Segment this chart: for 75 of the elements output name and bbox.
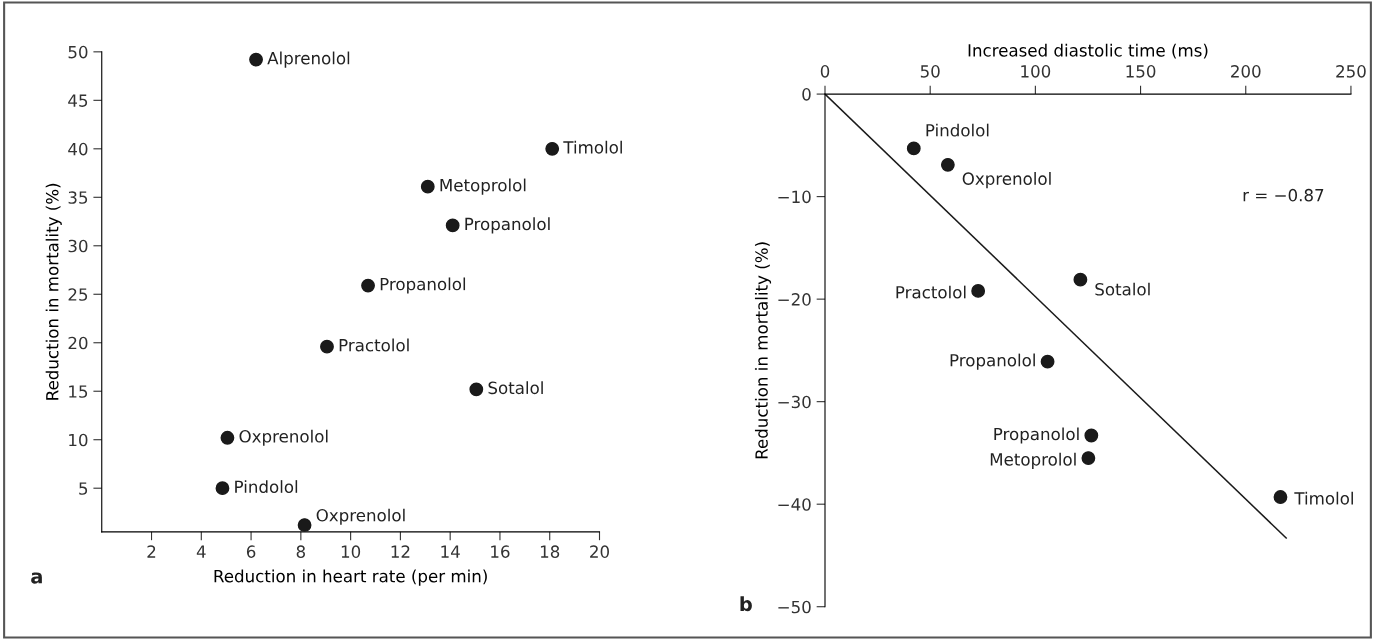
annotation: Timolol <box>1294 491 1353 505</box>
point <box>420 179 435 194</box>
annotation: Propanolol <box>465 217 550 234</box>
x-tick-label: 250 <box>1336 65 1366 78</box>
y-tick-label: 25 <box>68 288 88 301</box>
annotation: Oxprenolol <box>962 172 1051 189</box>
annotation: Propanolol <box>950 353 1035 370</box>
y-axis-title: Reduction in mortality (%) <box>45 183 62 400</box>
y-tick-label: −10 <box>778 190 811 204</box>
x-tick-label: 18 <box>540 545 560 558</box>
y-tick-label: 40 <box>68 142 88 156</box>
point <box>320 339 334 354</box>
x-tick-label: 10 <box>341 545 361 558</box>
annotation: Propanolol <box>380 277 466 294</box>
annotation: Metoprolol <box>440 178 526 195</box>
x-tick-label: 12 <box>391 545 410 558</box>
y-tick-label: 10 <box>69 433 88 447</box>
point <box>1073 272 1088 287</box>
x-axis-title: Increased diastolic time (ms) <box>968 43 1208 59</box>
x-tick-label: 8 <box>296 545 306 558</box>
point <box>545 141 560 156</box>
y-tick-label: 50 <box>68 45 88 59</box>
annotation: Practolol <box>339 338 409 352</box>
point <box>220 430 235 445</box>
point <box>1273 490 1288 504</box>
x-tick-label: 100 <box>1021 65 1051 78</box>
annotation: Oxprenolol <box>316 508 405 525</box>
point <box>297 518 312 532</box>
text: a <box>31 572 42 584</box>
annotation: Propanolol <box>994 427 1079 444</box>
y-tick-label: 5 <box>79 482 88 495</box>
point <box>361 278 375 293</box>
y-tick-label: 20 <box>68 336 88 350</box>
annotation: Pindolol <box>926 123 989 137</box>
x-tick-label: 6 <box>246 545 256 558</box>
annotation: Sotalol <box>1095 282 1150 296</box>
y-tick-label: 45 <box>68 94 88 107</box>
y-tick-label: 35 <box>68 191 88 204</box>
x-tick-label: 200 <box>1231 65 1261 78</box>
x-tick-label: 14 <box>441 545 460 558</box>
annotation: r = −0.87 <box>1243 188 1324 202</box>
x-tick-label: 150 <box>1126 65 1156 78</box>
point <box>1040 354 1055 369</box>
point <box>906 141 921 156</box>
y-tick-label: −30 <box>778 395 811 409</box>
annotation: Sotalol <box>488 381 543 395</box>
x-tick-label: 50 <box>920 65 940 78</box>
y-tick-label: 30 <box>68 239 88 253</box>
y-tick-label: −50 <box>778 600 811 614</box>
y-tick-label: 0 <box>802 88 811 101</box>
y-axis-title: Reduction in mortality (%) <box>754 242 772 459</box>
point <box>1084 428 1099 443</box>
point <box>445 218 460 233</box>
point <box>215 481 230 496</box>
annotation: Pindolol <box>235 480 298 494</box>
x-tick-label: 4 <box>196 545 206 558</box>
y-tick-label: −20 <box>778 293 811 306</box>
point <box>940 157 955 172</box>
point <box>249 52 263 67</box>
point <box>1081 451 1096 465</box>
text: b <box>740 596 752 612</box>
y-tick-label: 15 <box>69 385 88 398</box>
point <box>469 382 484 397</box>
x-tick-label: 16 <box>491 545 510 558</box>
annotation: Oxprenolol <box>239 429 328 446</box>
x-tick-label: 0 <box>820 65 830 78</box>
point <box>971 284 986 298</box>
x-tick-label: 2 <box>147 545 156 558</box>
annotation: Practolol <box>896 285 966 299</box>
annotation: Alprenolol <box>267 51 350 68</box>
x-axis-title: Reduction in heart rate (per min) <box>214 569 487 586</box>
y-tick-label: −40 <box>778 498 811 511</box>
annotation: Timolol <box>563 140 622 154</box>
x-tick-label: 20 <box>590 545 609 558</box>
annotation: Metoprolol <box>990 452 1076 469</box>
